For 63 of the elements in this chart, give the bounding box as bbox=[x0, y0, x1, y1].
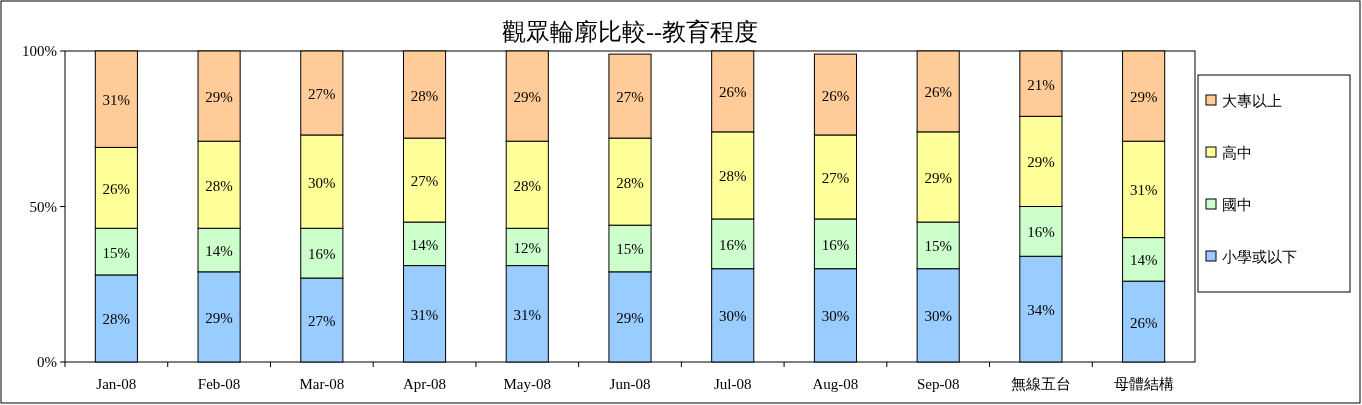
x-tick-label: May-08 bbox=[503, 376, 552, 392]
data-label: 27% bbox=[410, 173, 439, 190]
x-tick-label: Apr-08 bbox=[403, 376, 447, 392]
x-tick-label: Feb-08 bbox=[197, 376, 241, 392]
data-label: 16% bbox=[821, 236, 850, 253]
data-label: 30% bbox=[718, 308, 747, 325]
y-tick-label: 50% bbox=[29, 198, 57, 215]
data-label: 28% bbox=[513, 177, 542, 194]
data-label: 27% bbox=[616, 89, 644, 106]
data-label: 27% bbox=[308, 85, 336, 102]
x-tick-label: 母體結構 bbox=[1113, 376, 1174, 392]
data-label: 29% bbox=[513, 89, 542, 106]
data-label: 34% bbox=[1027, 302, 1055, 319]
data-label: 27% bbox=[308, 313, 336, 330]
data-label: 29% bbox=[1129, 89, 1158, 106]
data-label: 28% bbox=[410, 87, 439, 104]
data-label: 15% bbox=[924, 238, 952, 255]
legend-label: 國中 bbox=[1222, 197, 1252, 213]
legend-label: 小學或以下 bbox=[1222, 249, 1297, 265]
data-label: 29% bbox=[616, 309, 644, 326]
x-tick-label: Jun-08 bbox=[609, 376, 651, 392]
data-label: 26% bbox=[924, 84, 952, 101]
y-tick-label: 0% bbox=[37, 354, 57, 370]
data-label: 30% bbox=[821, 308, 850, 325]
data-label: 16% bbox=[308, 246, 336, 263]
legend-label: 大專以上 bbox=[1222, 93, 1282, 109]
data-label: 27% bbox=[821, 169, 850, 186]
data-label: 29% bbox=[205, 89, 233, 106]
data-label: 31% bbox=[1129, 182, 1158, 199]
data-label: 15% bbox=[102, 244, 131, 261]
y-tick-label: 100% bbox=[22, 43, 57, 59]
data-label: 31% bbox=[410, 306, 439, 323]
x-tick-label: Sep-08 bbox=[916, 376, 960, 392]
data-label: 30% bbox=[308, 174, 336, 191]
x-tick-label: Mar-08 bbox=[299, 376, 345, 392]
data-label: 14% bbox=[205, 243, 233, 260]
data-label: 29% bbox=[205, 309, 233, 326]
data-label: 31% bbox=[102, 92, 131, 109]
x-tick-label: 無線五台 bbox=[1010, 376, 1071, 392]
data-label: 28% bbox=[205, 177, 233, 194]
data-label: 14% bbox=[410, 236, 439, 253]
data-label: 26% bbox=[718, 84, 747, 101]
data-label: 16% bbox=[1027, 224, 1055, 241]
data-label: 29% bbox=[1027, 154, 1055, 171]
data-label: 26% bbox=[102, 180, 131, 197]
data-label: 28% bbox=[718, 168, 747, 185]
data-label: 15% bbox=[616, 241, 644, 258]
legend-label: 高中 bbox=[1222, 145, 1252, 161]
data-label: 16% bbox=[718, 236, 747, 253]
data-label: 29% bbox=[924, 169, 952, 186]
data-label: 21% bbox=[1027, 76, 1055, 93]
data-label: 30% bbox=[924, 308, 952, 325]
data-label: 28% bbox=[102, 311, 131, 328]
data-label: 26% bbox=[821, 87, 850, 104]
x-tick-label: Aug-08 bbox=[812, 376, 859, 392]
data-label: 28% bbox=[616, 174, 644, 191]
x-tick-label: Jul-08 bbox=[713, 376, 752, 392]
data-label: 14% bbox=[1129, 252, 1158, 269]
x-tick-label: Jan-08 bbox=[96, 376, 137, 392]
chart-title: 觀眾輪廓比較--教育程度 bbox=[502, 19, 758, 45]
data-label: 31% bbox=[513, 306, 542, 323]
data-label: 26% bbox=[1129, 314, 1158, 331]
data-label: 12% bbox=[513, 239, 542, 256]
